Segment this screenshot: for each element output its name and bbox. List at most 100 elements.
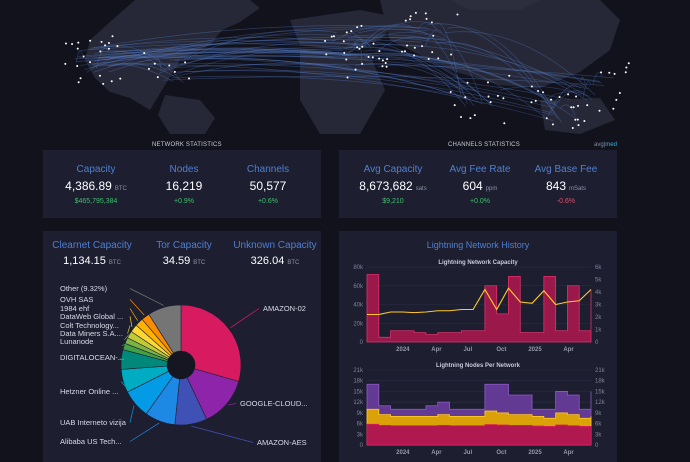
y-tick-label: 80k — [353, 265, 364, 271]
connection-line — [353, 34, 593, 100]
node-dot — [332, 35, 335, 38]
network-statistics-label: NETWORK STATISTICS — [152, 142, 222, 148]
connection-line — [411, 30, 468, 105]
node-dot — [414, 11, 417, 14]
y2-tick-label: 21k — [595, 368, 606, 374]
node-dot — [421, 45, 424, 48]
node-dot — [119, 77, 122, 80]
connection-line — [434, 22, 462, 96]
connection-line — [80, 62, 174, 82]
connection-line — [447, 26, 553, 108]
pie-label: Other (9.32%) — [60, 284, 108, 293]
isp-pie-chart[interactable]: AMAZON-02 GOOGLE-CLOUD... AMAZON-AES Alibab… — [43, 231, 321, 462]
connection-lines — [74, 21, 614, 123]
connection-line — [174, 58, 471, 100]
connection-line — [184, 55, 602, 83]
node-dot — [489, 101, 492, 104]
pie-leader-line — [228, 403, 237, 406]
node-dot — [384, 61, 387, 64]
node-dot — [567, 93, 570, 96]
x-tick-label: 2024 — [396, 450, 410, 456]
capacity-chart[interactable]: 80k 60k 40k 20k 0 6k 5k 4k 3k 2k 1k 0 2024 Apr Jul Oct 2… — [339, 263, 617, 353]
nodes-chart[interactable]: 21k 18k 15k 12k 9k 6k 3k 0 21k 18k 15k 12k 9k 6k 3k 0 20… — [339, 366, 617, 456]
toggle-med[interactable]: med — [605, 142, 617, 148]
node-dot — [618, 92, 621, 95]
pie-label: DIGITALOCEAN-... — [60, 353, 124, 362]
area-series[interactable] — [366, 423, 592, 446]
stat-sub: -0.6% — [556, 198, 576, 205]
x-tick-label: Apr — [563, 347, 574, 353]
pie-leader-line — [129, 405, 135, 423]
node-dot — [624, 71, 627, 74]
node-dot — [107, 42, 110, 45]
connection-line — [354, 39, 372, 50]
connection-line — [96, 48, 110, 69]
node-dot — [598, 109, 601, 112]
connection-line — [84, 26, 429, 70]
node-dot — [102, 82, 105, 85]
y2-tick-label: 3k — [595, 432, 602, 438]
node-dot — [401, 50, 404, 53]
node-dot — [360, 24, 363, 27]
node-dot — [459, 115, 462, 118]
stat-sub: $9,210 — [382, 198, 404, 205]
line-series[interactable] — [367, 287, 592, 316]
toggle-avg[interactable]: avg — [594, 142, 604, 148]
avg-med-toggle[interactable]: avg|med — [594, 142, 617, 148]
node-dot — [577, 104, 580, 107]
y2-tick-label: 0 — [595, 443, 599, 449]
y2-tick-label: 9k — [595, 411, 602, 417]
connection-line — [101, 49, 600, 82]
connection-line — [79, 48, 343, 59]
y2-tick-label: 1k — [595, 328, 602, 334]
stat-sub: +0.0% — [469, 198, 491, 205]
node-dot — [432, 34, 435, 37]
pie-label: OVH SAS — [60, 295, 93, 304]
node-dot — [350, 30, 353, 33]
area-series[interactable] — [366, 274, 592, 343]
connection-line — [98, 38, 422, 59]
stat-value: 34.59 BTC — [162, 255, 206, 267]
stat-channels: Channels 50,577 +0.6% — [223, 164, 313, 205]
connection-line — [363, 52, 546, 118]
pie-center — [167, 351, 195, 379]
connection-line — [94, 50, 167, 71]
stat-title: Avg Base Fee — [534, 164, 598, 175]
pie-leader-line — [127, 325, 131, 334]
node-dot — [147, 67, 150, 70]
node-dot — [76, 65, 79, 68]
node-dot — [356, 26, 359, 29]
node-dot — [385, 65, 388, 68]
node-dot — [99, 50, 102, 53]
connection-line — [93, 64, 554, 122]
x-tick-label: Apr — [431, 450, 442, 456]
connection-line — [435, 41, 563, 123]
connection-line — [93, 34, 357, 73]
node-dot — [530, 101, 533, 104]
node-dot — [413, 46, 416, 49]
node-dot — [550, 98, 553, 101]
pie-leader-line — [129, 299, 145, 316]
connection-line — [94, 51, 352, 62]
pie-label: 1984 ehf — [60, 304, 90, 313]
node-dot — [77, 81, 80, 84]
node-dot — [325, 53, 328, 56]
node-dot — [486, 81, 489, 84]
stat-title: Avg Fee Rate — [449, 164, 511, 175]
network-statistics-card: Capacity 4,386.89 BTC $465,795,384 Nodes … — [43, 150, 321, 218]
connection-line — [101, 51, 379, 58]
continents — [85, 0, 620, 134]
node-dots — [64, 11, 630, 129]
stat-title: Avg Capacity — [363, 164, 423, 175]
node-dot — [89, 39, 92, 42]
stat-capacity: Capacity 4,386.89 BTC $465,795,384 — [51, 164, 141, 205]
connection-line — [94, 55, 477, 91]
node-dot — [534, 99, 537, 102]
connection-line — [177, 62, 351, 77]
node-dot — [473, 114, 476, 117]
connection-line — [86, 54, 151, 73]
x-tick-label: Apr — [431, 347, 442, 353]
node-dot — [502, 97, 505, 100]
stat-tor-capacity: Tor Capacity 34.59 BTC — [139, 240, 229, 267]
node-dot — [627, 62, 630, 65]
